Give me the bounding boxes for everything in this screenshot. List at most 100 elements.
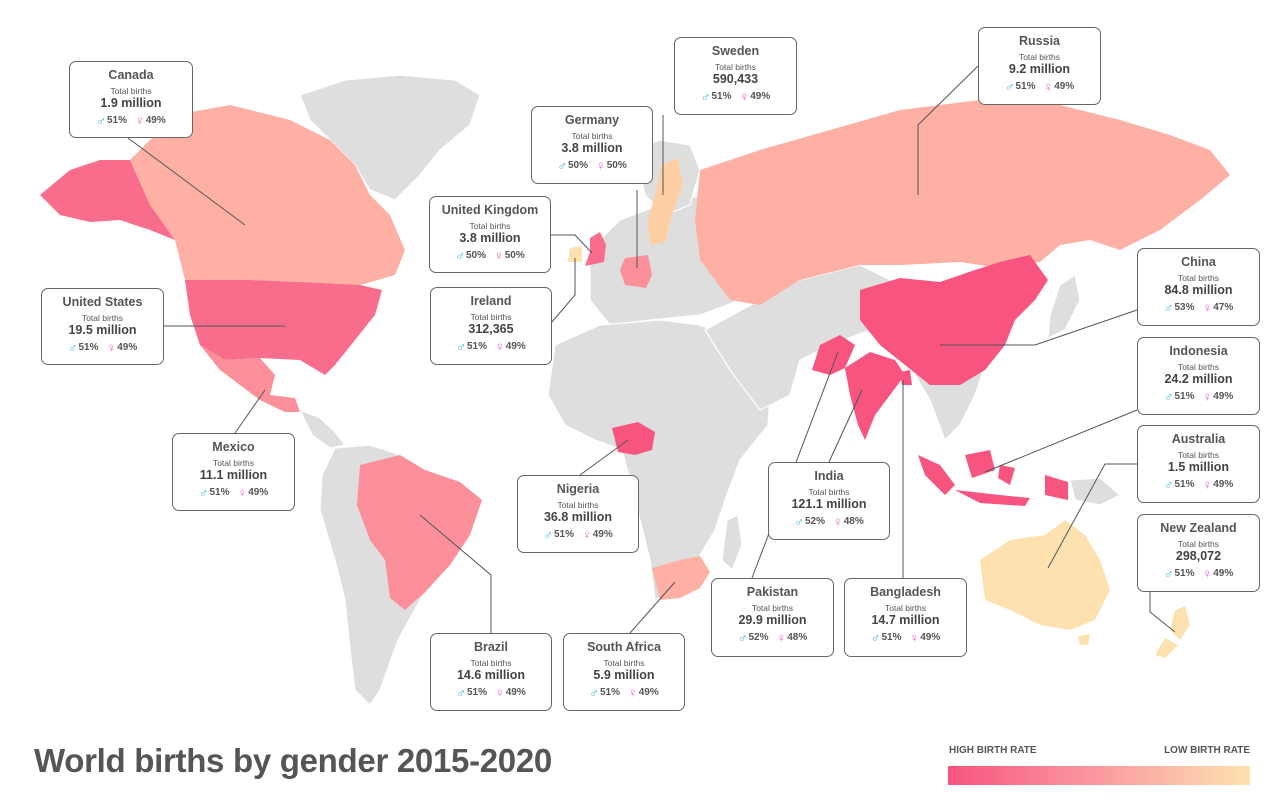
- card-australia[interactable]: Australia Total births 1.5 million ♂51% ♀…: [1137, 425, 1260, 503]
- female-percent: 49%: [145, 115, 166, 126]
- male-percent: 51%: [466, 687, 487, 698]
- female-percent: 50%: [606, 160, 627, 171]
- male-percent: 51%: [881, 632, 902, 643]
- female-percent: 49%: [505, 341, 526, 352]
- births-value: 84.8 million: [1164, 283, 1233, 297]
- female-icon: ♀: [628, 685, 638, 700]
- female-icon: ♀: [495, 685, 505, 700]
- female-percent: 48%: [843, 516, 864, 527]
- card-brazil[interactable]: Brazil Total births 14.6 million ♂51% ♀49…: [430, 633, 552, 711]
- female-icon: ♀: [776, 630, 787, 645]
- female-icon: ♀: [1202, 566, 1213, 581]
- total-births-label: Total births: [81, 313, 124, 323]
- russia-shape: [695, 100, 1230, 305]
- bangladesh-shape: [900, 370, 912, 385]
- card-mexico[interactable]: Mexico Total births 11.1 million ♂51% ♀49…: [172, 433, 295, 511]
- card-india[interactable]: India Total births 121.1 million ♂52% ♀48…: [768, 462, 890, 540]
- country-name: Brazil: [473, 640, 509, 654]
- country-name: Russia: [1019, 34, 1060, 48]
- leader-ireland: [551, 258, 576, 323]
- female-icon: ♀: [135, 113, 145, 128]
- card-united-states[interactable]: United States Total births 19.5 million …: [41, 288, 164, 365]
- female-percent: 47%: [1213, 302, 1234, 313]
- total-births-label: Total births: [1177, 539, 1220, 549]
- papua: [1069, 477, 1122, 506]
- female-percent: 49%: [505, 687, 526, 698]
- female-icon: ♀: [596, 158, 606, 173]
- male-icon: ♂: [589, 685, 599, 700]
- country-name: Indonesia: [1169, 344, 1228, 358]
- leader-new-zealand: [1149, 592, 1176, 633]
- legend-gradient-bar: [948, 766, 1250, 785]
- births-value: 9.2 million: [1008, 62, 1071, 76]
- female-icon: ♀: [833, 514, 843, 529]
- japan: [1047, 274, 1081, 339]
- pakistan-shape: [812, 335, 855, 375]
- male-percent: 52%: [748, 632, 769, 643]
- card-sweden[interactable]: Sweden Total births 590,433 ♂51% ♀49%: [674, 37, 797, 115]
- country-name: Pakistan: [746, 585, 799, 599]
- card-south-africa[interactable]: South Africa Total births 5.9 million ♂5…: [563, 633, 685, 711]
- female-percent: 49%: [920, 632, 941, 643]
- legend-high-label: HIGH BIRTH RATE: [949, 745, 1037, 756]
- male-icon: ♂: [198, 485, 209, 500]
- female-icon: ♀: [1202, 477, 1213, 492]
- male-percent: 52%: [804, 516, 825, 527]
- legend-low-label: LOW BIRTH RATE: [1164, 745, 1250, 756]
- page-title: World births by gender 2015-2020: [34, 742, 552, 779]
- total-births-label: Total births: [1177, 273, 1220, 283]
- births-value: 3.8 million: [459, 231, 521, 245]
- card-russia[interactable]: Russia Total births 9.2 million ♂51% ♀49%: [978, 27, 1101, 105]
- births-value: 11.1 million: [199, 468, 268, 482]
- card-germany[interactable]: Germany Total births 3.8 million ♂50% ♀50…: [531, 106, 653, 184]
- india-shape: [845, 352, 905, 440]
- male-icon: ♂: [1163, 300, 1174, 315]
- country-name: Ireland: [470, 294, 512, 308]
- card-ireland[interactable]: Ireland Total births 312,365 ♂51% ♀49%: [430, 287, 552, 365]
- male-percent: 51%: [1174, 391, 1195, 402]
- sweden-shape: [648, 158, 683, 245]
- births-value: 1.5 million: [1167, 460, 1230, 474]
- male-percent: 51%: [1174, 568, 1195, 579]
- female-percent: 49%: [638, 687, 659, 698]
- country-name: United States: [62, 295, 143, 309]
- indonesia-shape: [918, 450, 1068, 506]
- total-births-label: Total births: [714, 62, 757, 72]
- country-name: Germany: [564, 113, 620, 127]
- mexico-shape: [200, 345, 300, 412]
- female-percent: 49%: [1213, 391, 1234, 402]
- total-births-label: Total births: [884, 603, 927, 613]
- births-value: 1.9 million: [100, 96, 162, 110]
- card-canada[interactable]: Canada Total births 1.9 million ♂51% ♀49%: [69, 61, 193, 138]
- male-icon: ♂: [543, 527, 553, 542]
- births-value: 5.9 million: [593, 668, 655, 682]
- male-icon: ♂: [456, 685, 466, 700]
- card-bangladesh[interactable]: Bangladesh Total births 14.7 million ♂51…: [844, 578, 967, 657]
- births-value: 121.1 million: [791, 497, 867, 511]
- country-name: Nigeria: [556, 482, 600, 496]
- card-china[interactable]: China Total births 84.8 million ♂53% ♀47%: [1137, 248, 1260, 326]
- male-percent: 51%: [1015, 81, 1036, 92]
- male-percent: 51%: [209, 487, 230, 498]
- card-new-zealand[interactable]: New Zealand Total births 298,072 ♂51% ♀49…: [1137, 514, 1260, 592]
- leader-canada: [127, 137, 246, 226]
- total-births-label: Total births: [212, 458, 255, 468]
- births-value: 312,365: [468, 322, 514, 336]
- total-births-label: Total births: [1177, 450, 1220, 460]
- female-percent: 49%: [1054, 81, 1075, 92]
- male-percent: 51%: [711, 91, 732, 102]
- card-pakistan[interactable]: Pakistan Total births 29.9 million ♂52% ♀…: [711, 578, 834, 657]
- female-icon: ♀: [495, 339, 505, 354]
- card-nigeria[interactable]: Nigeria Total births 36.8 million ♂51% ♀4…: [517, 475, 639, 553]
- female-percent: 49%: [1213, 479, 1234, 490]
- leader-india: [828, 389, 863, 463]
- total-births-label: Total births: [808, 487, 850, 497]
- card-united-kingdom[interactable]: United Kingdom Total births 3.8 million …: [429, 196, 551, 273]
- total-births-label: Total births: [470, 312, 512, 322]
- female-percent: 49%: [1213, 568, 1234, 579]
- male-icon: ♂: [96, 113, 106, 128]
- total-births-label: Total births: [110, 86, 152, 96]
- female-percent: 50%: [504, 250, 525, 261]
- card-indonesia[interactable]: Indonesia Total births 24.2 million ♂51%…: [1137, 337, 1260, 415]
